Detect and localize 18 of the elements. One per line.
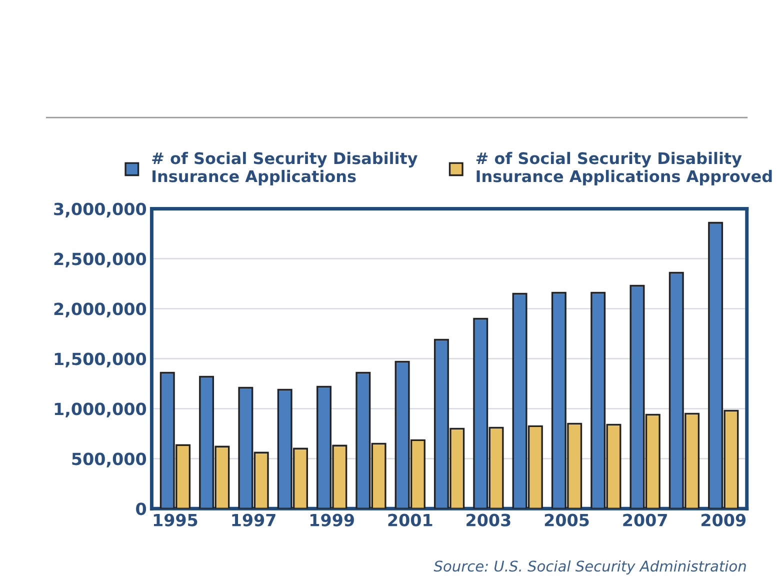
x-tick-label: 2005: [544, 514, 589, 526]
x-tick-label: 2003: [466, 514, 510, 526]
y-tick-label: 2,000,000: [54, 302, 146, 318]
y-tick-label: 500,000: [72, 452, 146, 468]
y-tick-label: 1,500,000: [54, 352, 146, 368]
y-tick-label: 0: [136, 502, 146, 516]
x-tick-label: 1999: [310, 514, 354, 526]
x-tick-label: 2007: [623, 514, 667, 526]
y-tick-label: 2,500,000: [54, 252, 146, 268]
legend-label: # of Social Security Disability Insurance Applications Approved: [476, 152, 772, 186]
y-tick-label: 3,000,000: [54, 202, 146, 218]
x-tick-label: 1995: [154, 514, 198, 526]
source-note: Source: U.S. Social Security Administration: [434, 560, 746, 574]
x-tick-label: 1997: [232, 514, 276, 526]
x-tick-label: 2001: [388, 514, 432, 526]
legend-label: # of Social Security Disability Insurance Applications: [152, 152, 418, 186]
y-tick-label: 1,000,000: [54, 402, 146, 418]
x-tick-label: 2009: [702, 514, 746, 526]
